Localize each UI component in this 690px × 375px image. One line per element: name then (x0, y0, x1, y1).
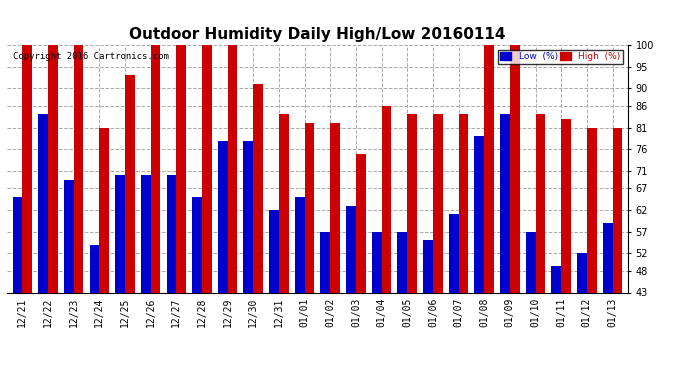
Bar (526, 232, 535, 292)
Bar (12, 197, 22, 292)
Bar (38, 114, 48, 292)
Bar (510, 45, 520, 292)
Bar (279, 114, 288, 292)
Bar (613, 128, 622, 292)
Bar (269, 210, 279, 292)
Bar (304, 123, 315, 292)
Bar (115, 175, 125, 292)
Bar (551, 267, 561, 292)
Title: Outdoor Humidity Daily High/Low 20160114: Outdoor Humidity Daily High/Low 20160114 (129, 27, 506, 42)
Bar (64, 180, 74, 292)
Bar (48, 45, 58, 292)
Bar (484, 45, 494, 292)
Bar (99, 128, 109, 292)
Bar (193, 197, 202, 292)
Legend: Low  (%), High  (%): Low (%), High (%) (497, 50, 623, 64)
Bar (577, 254, 586, 292)
Bar (125, 75, 135, 292)
Bar (150, 45, 160, 292)
Bar (320, 232, 331, 292)
Bar (500, 114, 510, 292)
Bar (433, 114, 442, 292)
Text: Copyright 2016 Cartronics.com: Copyright 2016 Cartronics.com (13, 53, 169, 62)
Bar (475, 136, 484, 292)
Bar (244, 141, 253, 292)
Bar (586, 128, 597, 292)
Bar (382, 106, 391, 292)
Bar (356, 153, 366, 292)
Bar (228, 45, 237, 292)
Bar (448, 214, 459, 292)
Bar (202, 45, 212, 292)
Bar (423, 240, 433, 292)
Bar (166, 175, 176, 292)
Bar (346, 206, 356, 292)
Bar (218, 141, 228, 292)
Bar (397, 232, 407, 292)
Bar (141, 175, 150, 292)
Bar (295, 197, 304, 292)
Bar (372, 232, 382, 292)
Bar (74, 45, 83, 292)
Bar (535, 114, 545, 292)
Bar (407, 114, 417, 292)
Bar (603, 223, 613, 292)
Bar (253, 84, 263, 292)
Bar (459, 114, 469, 292)
Bar (561, 119, 571, 292)
Bar (331, 123, 340, 292)
Bar (90, 245, 99, 292)
Bar (22, 45, 32, 292)
Bar (176, 45, 186, 292)
